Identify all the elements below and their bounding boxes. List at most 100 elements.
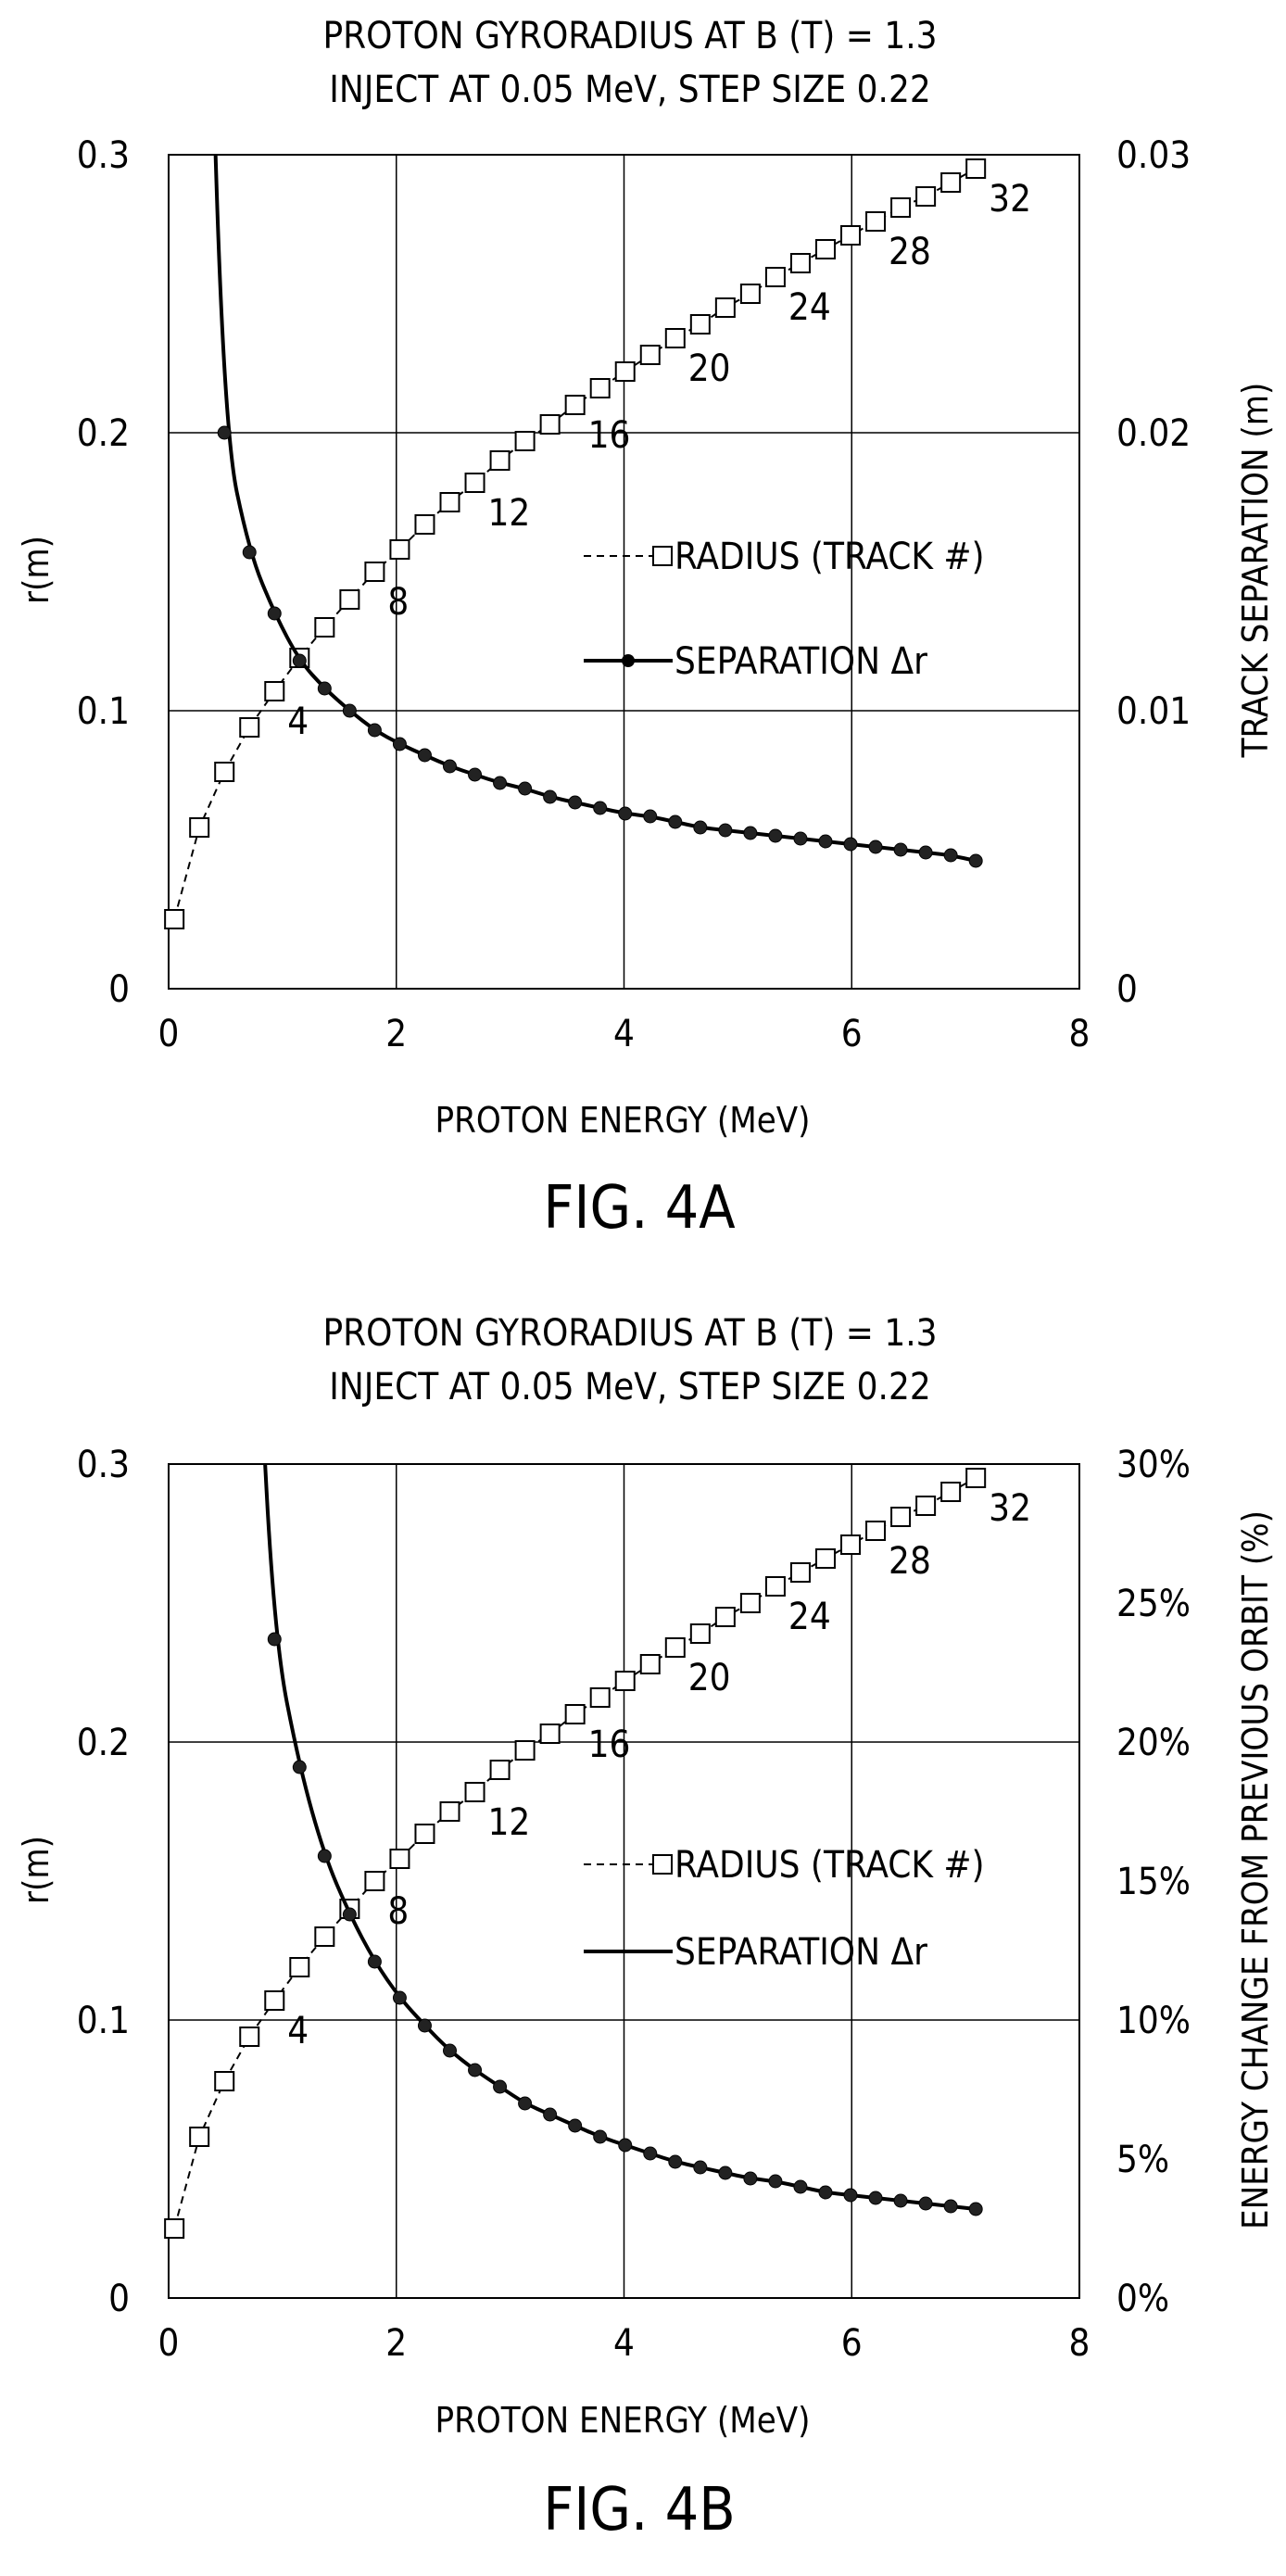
legend: RADIUS (TRACK #) SEPARATION Δr (584, 1844, 985, 1974)
y-tick-label: 0.1 (77, 2000, 130, 2042)
radius-point (564, 395, 586, 415)
radius-point (164, 909, 185, 929)
separation-point (843, 837, 858, 852)
radius-point (639, 1654, 661, 1674)
track-label: 28 (889, 231, 931, 273)
radius-point (489, 450, 511, 471)
radius-point (439, 1801, 460, 1822)
chart-title: PROTON GYRORADIUS AT B (T) = 1.3 (322, 15, 937, 57)
radius-point (840, 225, 862, 246)
separation-point (868, 2191, 883, 2205)
separation-point (593, 2129, 608, 2144)
radius-point (389, 1849, 410, 1869)
separation-point (893, 842, 908, 857)
separation-point (918, 845, 933, 860)
track-label: 20 (688, 347, 731, 390)
separation-point (693, 2160, 708, 2175)
y2-tick-label: 20% (1116, 1722, 1191, 1764)
separation-point (768, 828, 783, 843)
radius-point (764, 1576, 786, 1597)
separation-point (367, 723, 382, 738)
labels: 4 8 12 16 20 24 28 32 (287, 178, 1031, 743)
separation-point (818, 834, 833, 849)
radius-point (264, 1990, 285, 2011)
radius-point (789, 1562, 811, 1583)
track-label: 12 (488, 1801, 531, 1844)
plot-frame (168, 1463, 1080, 2299)
radius-point (639, 345, 661, 365)
separation-point (568, 795, 583, 810)
x-tick-label: 6 (841, 1013, 863, 1055)
y-tick-label: 0.2 (77, 412, 130, 455)
radius-point (865, 1521, 887, 1541)
grid (169, 1464, 1079, 2298)
x-tick-label: 2 (385, 2322, 407, 2365)
track-label: 24 (788, 286, 831, 329)
separation-point (317, 1849, 332, 1863)
separation-point (643, 2146, 658, 2161)
radius-point (764, 267, 786, 287)
axes: 0 2 4 6 800.10.20.30%5%10%15%20%25%30% (77, 1444, 1191, 2365)
track-label: 16 (588, 1724, 631, 1766)
separation-series-line (263, 1464, 977, 2211)
legend-separation-label: SEPARATION Δr (675, 1931, 927, 1974)
x-tick-label: 2 (385, 1013, 407, 1055)
chart-subtitle: INJECT AT 0.05 MeV, STEP SIZE 0.22 (329, 69, 931, 111)
track-label: 24 (788, 1596, 831, 1638)
radius-point (739, 1593, 761, 1613)
radius-point (539, 1724, 561, 1744)
radius-point (664, 1637, 686, 1658)
separation-point (443, 759, 458, 774)
legend-separation-label: SEPARATION Δr (675, 640, 927, 683)
grid (169, 155, 1079, 989)
legend: RADIUS (TRACK #) SEPARATION Δr (584, 536, 985, 683)
radius-point (489, 1760, 511, 1780)
legend-radius-marker (652, 1854, 673, 1875)
track-label: 12 (488, 492, 531, 535)
series (164, 155, 987, 929)
radius-point (314, 1926, 335, 1947)
radius-point (714, 297, 736, 318)
radius-point (614, 361, 636, 382)
separation-point (968, 2202, 983, 2216)
y2-axis-label: TRACK SEPARATION (m) (1235, 383, 1276, 759)
separation-point (818, 2185, 833, 2200)
radius-point (239, 2027, 260, 2047)
radius-point (689, 1623, 711, 1644)
radius-point (514, 431, 536, 451)
separation-point (668, 814, 683, 829)
y2-axis-label: ENERGY CHANGE FROM PREVIOUS ORBIT (%) (1235, 1510, 1276, 2229)
separation-point (267, 1632, 282, 1647)
chart-fig-4b: PROTON GYRORADIUS AT B (T) = 1.3 INJECT … (16, 1312, 1276, 2544)
y-tick-label: 0.1 (77, 690, 130, 733)
track-label: 28 (889, 1540, 931, 1583)
separation-point (868, 840, 883, 854)
separation-point (292, 653, 307, 668)
radius-point (189, 2127, 210, 2147)
radius-point (414, 1824, 435, 1844)
radius-point (589, 378, 611, 398)
track-label: 20 (688, 1657, 731, 1699)
series (164, 1464, 987, 2239)
track-label: 4 (287, 701, 309, 743)
radius-point (289, 1957, 310, 1977)
separation-point (718, 823, 733, 838)
track-label: 32 (989, 178, 1031, 221)
separation-point (493, 776, 508, 790)
radius-point (464, 1782, 485, 1802)
radius-point (714, 1607, 736, 1627)
radius-point (214, 2071, 235, 2091)
radius-point (940, 1482, 962, 1502)
y2-tick-label: 0.01 (1116, 690, 1191, 733)
radius-point (739, 284, 761, 304)
separation-point (217, 425, 232, 440)
y2-tick-label: 30% (1116, 1444, 1191, 1486)
y2-tick-label: 10% (1116, 2000, 1191, 2042)
separation-point (543, 789, 558, 804)
chart-fig-4a: PROTON GYRORADIUS AT B (T) = 1.3 INJECT … (16, 15, 1276, 1243)
x-tick-label: 6 (841, 2322, 863, 2365)
separation-point (918, 2196, 933, 2211)
radius-point (264, 681, 285, 701)
x-tick-label: 4 (613, 2322, 635, 2365)
y-tick-label: 0.3 (77, 134, 130, 177)
